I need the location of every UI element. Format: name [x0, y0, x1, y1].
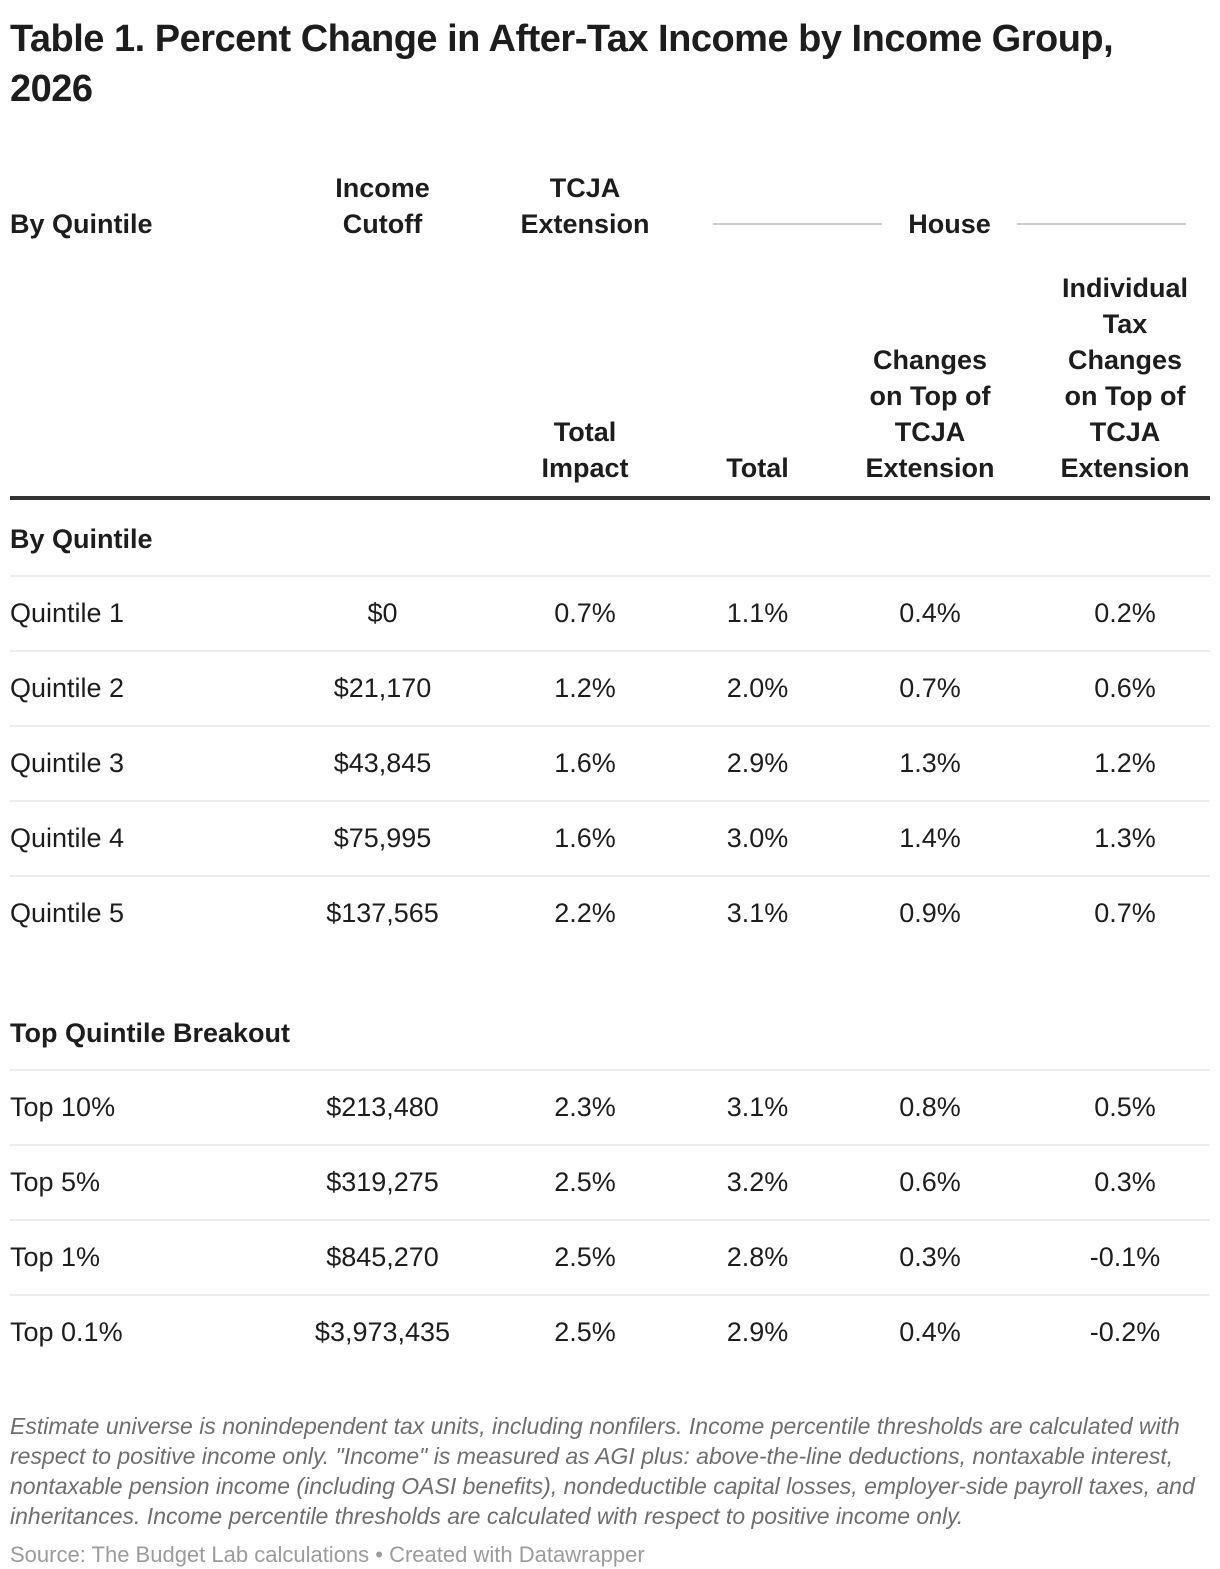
header-by-quintile-label: By Quintile [10, 209, 153, 239]
value-cell: 2.9% [726, 748, 789, 778]
section-title: Top Quintile Breakout [10, 1018, 291, 1048]
value-cell: 3.0% [726, 823, 789, 853]
value-cell: 0.8% [899, 1092, 961, 1122]
house-right-rule [1016, 223, 1186, 225]
source-line: Source: The Budget Lab calculations • Cr… [10, 1542, 645, 1567]
header-tcja-extension-label: TCJA Extension [520, 173, 650, 239]
value-cell: 2.2% [554, 898, 616, 928]
header-house-total-label: Total [726, 453, 789, 483]
value-cell: 0.9% [899, 898, 961, 928]
value-cell: 1.2% [1094, 748, 1156, 778]
value-cell: 0.5% [1094, 1092, 1156, 1122]
value-cell: 0.7% [1094, 898, 1156, 928]
value-cell: $21,170 [333, 673, 432, 703]
row-label: Quintile 1 [10, 598, 125, 628]
value-cell: $0 [367, 598, 398, 628]
row-label: Top 1% [10, 1242, 101, 1272]
value-cell: 1.6% [554, 748, 616, 778]
house-group-label: House [908, 209, 991, 239]
table-row: Top 0.1% $3,973,435 2.5% 2.9% 0.4% -0.2% [10, 1295, 1210, 1369]
value-cell: 1.3% [899, 748, 961, 778]
section-title: By Quintile [10, 524, 153, 554]
value-cell: 2.5% [554, 1317, 616, 1347]
header-individual-tax-changes: Individual Tax Changes on Top of TCJA Ex… [1040, 242, 1210, 500]
value-cell: $845,270 [326, 1242, 439, 1272]
house-left-rule [713, 223, 883, 225]
table-notes: Estimate universe is nonindependent tax … [10, 1413, 1195, 1529]
row-label: Quintile 2 [10, 673, 125, 703]
value-cell: 3.2% [726, 1167, 789, 1197]
header-house-total: Total [695, 242, 820, 500]
house-column-group: House [695, 206, 1210, 242]
value-cell: -0.1% [1089, 1242, 1161, 1272]
income-change-table: By Quintile Income Cutoff TCJA Extension… [10, 170, 1210, 1369]
header-total-impact: Total Impact [475, 242, 695, 500]
header-individual-tax-changes-label: Individual Tax Changes on Top of TCJA Ex… [1060, 273, 1190, 483]
value-cell: 0.6% [1094, 673, 1156, 703]
value-cell: 3.1% [726, 898, 789, 928]
value-cell: 1.4% [899, 823, 961, 853]
table-row: Quintile 2 $21,170 1.2% 2.0% 0.7% 0.6% [10, 651, 1210, 726]
row-label: Top 0.1% [10, 1317, 123, 1347]
value-cell: $319,275 [326, 1167, 439, 1197]
header-changes-on-top: Changes on Top of TCJA Extension [820, 242, 1040, 500]
row-label: Quintile 3 [10, 748, 125, 778]
table-row: Quintile 4 $75,995 1.6% 3.0% 1.4% 1.3% [10, 801, 1210, 876]
chart-title: Table 1. Percent Change in After-Tax Inc… [10, 18, 1114, 110]
value-cell: 1.6% [554, 823, 616, 853]
value-cell: 2.5% [554, 1242, 616, 1272]
value-cell: 1.3% [1094, 823, 1156, 853]
value-cell: 2.5% [554, 1167, 616, 1197]
value-cell: 0.6% [899, 1167, 961, 1197]
row-label: Top 10% [10, 1092, 116, 1122]
column-header-row: Total Impact Total Changes on Top of TCJ… [10, 242, 1210, 500]
header-changes-on-top-label: Changes on Top of TCJA Extension [865, 345, 995, 483]
section-header-row: Top Quintile Breakout [10, 950, 1210, 1070]
header-house-group: House [695, 170, 1210, 242]
table-header: By Quintile Income Cutoff TCJA Extension… [10, 170, 1210, 500]
table-row: Top 5% $319,275 2.5% 3.2% 0.6% 0.3% [10, 1145, 1210, 1220]
value-cell: 0.7% [554, 598, 616, 628]
table-row: Quintile 5 $137,565 2.2% 3.1% 0.9% 0.7% [10, 876, 1210, 950]
header-spacer-cutoff [290, 242, 475, 500]
value-cell: $213,480 [326, 1092, 439, 1122]
value-cell: $137,565 [326, 898, 439, 928]
row-label: Quintile 4 [10, 823, 125, 853]
table-row: Quintile 1 $0 0.7% 1.1% 0.4% 0.2% [10, 576, 1210, 651]
header-by-quintile: By Quintile [10, 170, 290, 242]
value-cell: 2.0% [726, 673, 789, 703]
value-cell: $75,995 [333, 823, 432, 853]
header-total-impact-label: Total Impact [541, 417, 629, 483]
value-cell: 2.8% [726, 1242, 789, 1272]
column-group-row: By Quintile Income Cutoff TCJA Extension… [10, 170, 1210, 242]
header-income-cutoff-label: Income Cutoff [335, 173, 430, 239]
value-cell: 0.3% [899, 1242, 961, 1272]
value-cell: 0.2% [1094, 598, 1156, 628]
section-header-row: By Quintile [10, 498, 1210, 576]
value-cell: 2.3% [554, 1092, 616, 1122]
value-cell: $3,973,435 [314, 1317, 451, 1347]
table-row: Top 10% $213,480 2.3% 3.1% 0.8% 0.5% [10, 1070, 1210, 1145]
value-cell: 0.3% [1094, 1167, 1156, 1197]
value-cell: 0.4% [899, 1317, 961, 1347]
value-cell: 3.1% [726, 1092, 789, 1122]
value-cell: 0.7% [899, 673, 961, 703]
row-label: Top 5% [10, 1167, 101, 1197]
value-cell: 0.4% [899, 598, 961, 628]
value-cell: -0.2% [1089, 1317, 1161, 1347]
value-cell: $43,845 [333, 748, 432, 778]
table-row: Quintile 3 $43,845 1.6% 2.9% 1.3% 1.2% [10, 726, 1210, 801]
value-cell: 1.1% [726, 598, 789, 628]
table-body: By Quintile Quintile 1 $0 0.7% 1.1% 0.4% 0.2% Q… [10, 498, 1210, 1369]
header-tcja-extension: TCJA Extension [475, 170, 695, 242]
row-label: Quintile 5 [10, 898, 125, 928]
value-cell: 1.2% [554, 673, 616, 703]
header-spacer-quintile [10, 242, 290, 500]
value-cell: 2.9% [726, 1317, 789, 1347]
header-income-cutoff: Income Cutoff [290, 170, 475, 242]
table-row: Top 1% $845,270 2.5% 2.8% 0.3% -0.1% [10, 1220, 1210, 1295]
